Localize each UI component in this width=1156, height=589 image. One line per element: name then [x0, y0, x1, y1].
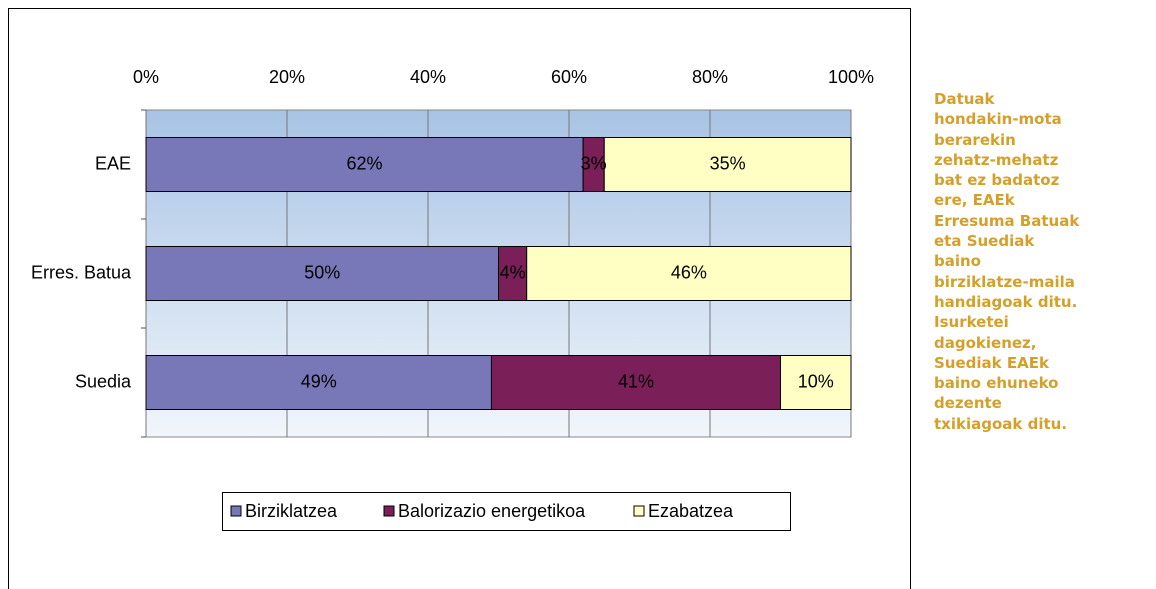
legend-label: Ezabatzea	[648, 501, 734, 521]
x-tick-label: 20%	[269, 67, 305, 87]
data-label: 10%	[798, 371, 834, 391]
x-tick-label: 100%	[828, 67, 874, 87]
note-line: ere, EAEk	[934, 191, 1015, 210]
legend-label: Balorizazio energetikoa	[398, 501, 586, 521]
data-label: 41%	[618, 371, 654, 391]
chart: 0% 20% 40% 60% 80% 100% EAE 62% 3% 35% Erres. Batu…	[8, 8, 911, 589]
data-label: 46%	[671, 262, 707, 282]
x-tick-label: 80%	[692, 67, 728, 87]
legend-box	[222, 492, 791, 531]
note-line: dezente	[934, 394, 1002, 413]
bar-segment	[490, 355, 781, 410]
y-tick-label: Suedia	[75, 371, 132, 391]
note-line: Isurketei	[934, 313, 1009, 332]
legend-swatch	[230, 505, 242, 517]
note-line: baino ehuneko	[934, 374, 1059, 393]
note-line: bat ez badatoz	[934, 171, 1060, 190]
note-line: zehatz-mehatz	[934, 150, 1059, 169]
legend-swatch	[633, 505, 645, 517]
data-label: 50%	[304, 262, 340, 282]
note-line: dagokienez,	[934, 333, 1037, 352]
note-line: Suediak EAEk	[934, 353, 1049, 372]
x-tick-label: 40%	[410, 67, 446, 87]
legend-label: Birziklatzea	[245, 501, 338, 521]
note-line: baino	[934, 252, 981, 271]
data-label: 62%	[347, 153, 383, 173]
bar-segment	[780, 355, 852, 410]
bar-segment	[145, 355, 492, 410]
legend-swatch	[383, 505, 395, 517]
note-line: txikiagoak ditu.	[934, 414, 1068, 433]
x-tick-label: 0%	[133, 67, 159, 87]
data-label: 3%	[581, 153, 607, 173]
note-line: Erresuma Batuak	[934, 211, 1080, 230]
y-tick-label: EAE	[95, 153, 131, 173]
data-label: 4%	[500, 262, 526, 282]
data-label: 49%	[301, 371, 337, 391]
note-line: berarekin	[934, 130, 1016, 149]
note-line: handiagoak ditu.	[934, 292, 1078, 311]
note: Datuak hondakin-mota berarekin zehatz-mehat…	[934, 89, 1154, 434]
data-label: 35%	[710, 153, 746, 173]
bar-segment	[526, 246, 852, 301]
note-line: Datuak	[934, 90, 995, 108]
note-line: birziklatze-maila	[934, 272, 1075, 291]
x-tick-label: 60%	[551, 67, 587, 87]
note-line: eta Suediak	[934, 232, 1035, 251]
bar-segment	[145, 137, 584, 192]
note-line: hondakin-mota	[934, 110, 1062, 129]
bar-segment	[603, 137, 852, 192]
y-tick-label: Erres. Batua	[31, 262, 132, 282]
